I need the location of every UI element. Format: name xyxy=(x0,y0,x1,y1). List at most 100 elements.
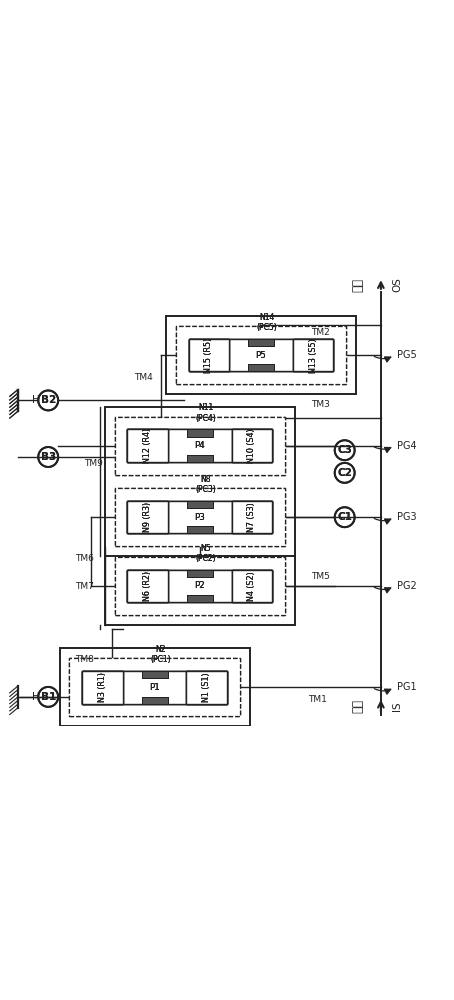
Bar xyxy=(128,570,272,602)
Text: N8
(PC3): N8 (PC3) xyxy=(195,475,216,494)
Bar xyxy=(187,501,213,508)
Text: N12 (R4): N12 (R4) xyxy=(143,428,152,463)
Text: P4: P4 xyxy=(194,441,205,450)
Bar xyxy=(128,570,168,602)
Text: P5: P5 xyxy=(256,351,266,360)
Bar xyxy=(128,429,272,462)
Bar xyxy=(128,429,168,462)
Bar xyxy=(232,570,272,602)
Text: B3: B3 xyxy=(40,452,56,462)
Text: N11
(PC4): N11 (PC4) xyxy=(195,403,216,423)
Text: C2: C2 xyxy=(337,468,352,478)
Bar xyxy=(128,501,272,533)
Text: P4: P4 xyxy=(194,441,205,450)
Bar xyxy=(176,326,346,384)
Text: N9 (R3): N9 (R3) xyxy=(143,502,152,532)
Text: B2: B2 xyxy=(40,395,56,405)
Bar xyxy=(248,364,274,371)
Text: N1 (S1): N1 (S1) xyxy=(202,673,211,702)
Text: N3 (R1): N3 (R1) xyxy=(98,672,107,702)
Bar xyxy=(142,697,168,704)
Bar xyxy=(128,501,272,533)
Bar xyxy=(105,547,295,625)
Text: N3 (R1): N3 (R1) xyxy=(98,672,107,702)
Bar xyxy=(82,671,123,704)
Bar xyxy=(115,488,285,546)
Text: N7 (S3): N7 (S3) xyxy=(247,502,257,532)
Text: 输入: 输入 xyxy=(352,699,365,713)
Text: PG5: PG5 xyxy=(397,350,416,360)
Text: N4 (S2): N4 (S2) xyxy=(247,571,257,601)
Bar xyxy=(248,339,274,346)
Bar xyxy=(128,501,168,533)
Text: C1: C1 xyxy=(337,512,352,522)
Bar xyxy=(187,455,213,462)
Text: N2
(PC1): N2 (PC1) xyxy=(150,645,171,664)
Bar xyxy=(82,671,123,704)
Bar xyxy=(187,671,227,704)
Bar xyxy=(187,526,213,533)
Text: N5
(PC2): N5 (PC2) xyxy=(195,544,216,563)
Text: N10 (S4): N10 (S4) xyxy=(247,428,257,463)
Text: TM8: TM8 xyxy=(75,655,94,664)
Bar xyxy=(188,339,229,371)
Text: P2: P2 xyxy=(194,581,205,590)
Text: PG2: PG2 xyxy=(397,581,416,591)
Bar xyxy=(187,455,213,462)
Text: TM9: TM9 xyxy=(84,459,104,468)
Text: TM3: TM3 xyxy=(311,400,330,409)
Bar xyxy=(187,455,213,462)
Bar xyxy=(142,671,168,678)
Bar xyxy=(128,501,168,533)
Bar xyxy=(293,339,333,371)
Bar xyxy=(166,316,356,394)
Text: P3: P3 xyxy=(194,513,205,522)
Bar xyxy=(115,417,285,475)
Bar xyxy=(142,697,168,704)
Text: N1 (S1): N1 (S1) xyxy=(202,673,211,702)
Text: N13 (S5): N13 (S5) xyxy=(309,338,318,373)
Text: N2
(PC1): N2 (PC1) xyxy=(150,645,171,664)
Bar xyxy=(128,570,168,602)
Text: P1: P1 xyxy=(149,683,160,692)
Text: TM2: TM2 xyxy=(311,328,330,337)
Bar xyxy=(128,429,168,462)
Text: N7 (S3): N7 (S3) xyxy=(247,502,257,532)
Bar xyxy=(187,526,213,533)
Bar xyxy=(176,326,346,384)
Text: N12 (R4): N12 (R4) xyxy=(143,428,152,463)
Bar xyxy=(128,570,168,602)
Text: P4: P4 xyxy=(194,441,205,450)
Text: N4 (S2): N4 (S2) xyxy=(247,571,257,601)
Bar xyxy=(128,501,272,533)
Text: TM5: TM5 xyxy=(311,572,330,581)
Text: C2: C2 xyxy=(337,468,352,478)
Text: N11
(PC4): N11 (PC4) xyxy=(195,403,216,423)
Bar xyxy=(232,429,272,462)
Bar xyxy=(187,501,213,508)
Text: N15 (R5): N15 (R5) xyxy=(204,338,213,373)
Text: PG1: PG1 xyxy=(397,682,416,692)
Text: H: H xyxy=(32,395,40,405)
Bar xyxy=(69,658,240,716)
Bar xyxy=(82,671,227,704)
Text: N14
(PC5): N14 (PC5) xyxy=(257,313,277,332)
Text: PG4: PG4 xyxy=(397,441,416,451)
Bar xyxy=(232,570,272,602)
Bar xyxy=(82,671,123,704)
Bar xyxy=(82,671,227,704)
Bar xyxy=(115,557,285,615)
Bar xyxy=(128,429,168,462)
Text: N10 (S4): N10 (S4) xyxy=(247,428,257,463)
Bar xyxy=(187,526,213,533)
Text: N5
(PC2): N5 (PC2) xyxy=(195,544,216,563)
Text: N10 (S4): N10 (S4) xyxy=(247,428,257,463)
Text: B3: B3 xyxy=(40,452,56,462)
Text: TM7: TM7 xyxy=(75,582,94,591)
Bar xyxy=(176,326,346,384)
Bar xyxy=(59,648,250,726)
Text: C3: C3 xyxy=(337,445,352,455)
Text: N6 (R2): N6 (R2) xyxy=(143,571,152,601)
Text: C1: C1 xyxy=(337,512,352,522)
Text: N15 (R5): N15 (R5) xyxy=(204,338,213,373)
